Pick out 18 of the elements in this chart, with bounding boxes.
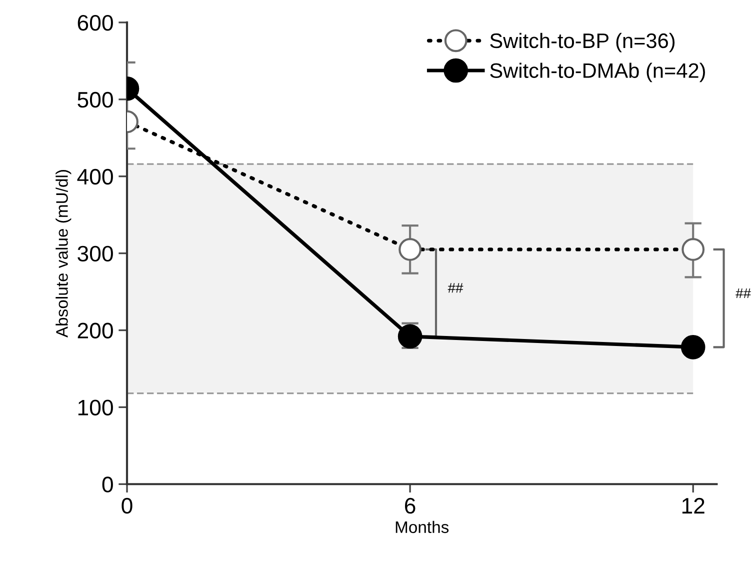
x-tick-label: 0 [122, 498, 132, 514]
point [680, 335, 706, 360]
x-axis-title: Months [396, 520, 449, 534]
y-tick-label: 500 [78, 92, 113, 108]
y-tick-label: 100 [78, 400, 113, 416]
legend-label: Switch-to-DMAb (n=42) [490, 62, 705, 82]
y-axis-title: Absolute value (mU/dl) [56, 170, 72, 338]
x-tick-label: 12 [682, 498, 704, 514]
y-tick-label: 200 [78, 322, 113, 339]
y-tick-label: 600 [78, 14, 113, 31]
y-tick-label: 0 [102, 476, 113, 492]
y-tick-label: 300 [78, 246, 113, 262]
y-tick-label: 400 [77, 168, 113, 185]
legend-label: Switch-to-BP (n=36) [490, 32, 675, 52]
point [682, 238, 705, 261]
annotation: ## [448, 283, 464, 293]
x-tick-label: 6 [405, 498, 416, 514]
text: ## [736, 288, 751, 298]
